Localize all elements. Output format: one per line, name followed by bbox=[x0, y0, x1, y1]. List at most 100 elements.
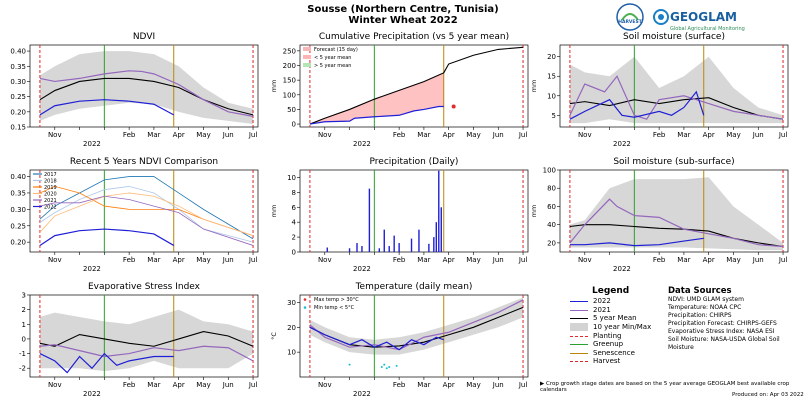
legend-marker bbox=[303, 306, 307, 309]
x-year-label: 2022 bbox=[613, 140, 631, 148]
minmax-band bbox=[39, 51, 254, 124]
y-tick-label: 10 bbox=[287, 349, 296, 357]
y-tick-label: 20 bbox=[547, 53, 556, 61]
legend-swatch bbox=[570, 323, 588, 332]
x-year-label: 2022 bbox=[353, 390, 371, 398]
harvest-logo: HARVEST bbox=[614, 2, 646, 34]
precip-bar bbox=[418, 229, 420, 252]
x-tick-label: May bbox=[196, 256, 210, 264]
y-tick-label: 0.20 bbox=[10, 239, 26, 247]
series-line-2021 bbox=[39, 344, 254, 362]
legend-label: < 5 year mean bbox=[314, 55, 351, 61]
series-line-5-year-mean bbox=[569, 224, 784, 248]
legend-label: 2021 bbox=[44, 198, 57, 204]
legend-item: Harvest bbox=[570, 357, 651, 366]
x-tick-label: Apr bbox=[173, 256, 185, 264]
legend-item: 10 year Min/Max bbox=[570, 323, 651, 332]
precip-bar bbox=[356, 243, 358, 252]
produced-date: Produced on: Apr 03 2022 bbox=[732, 392, 804, 398]
plot-area: 10 20 30 °C Nov Feb Mar Apr May Jun Jul 2022 Max tem… bbox=[270, 294, 529, 398]
plot-area: 5 10 15 20 mm Nov Feb Mar Apr May Jun Jul 2022 bbox=[530, 44, 789, 148]
series-line-2021 bbox=[309, 299, 524, 351]
precip-bar bbox=[378, 248, 381, 252]
y-tick-label: 0.20 bbox=[10, 108, 26, 116]
y-tick-label: 6 bbox=[292, 204, 297, 212]
series-line-2021 bbox=[39, 70, 254, 117]
legend-item: 2022 bbox=[570, 297, 651, 306]
x-tick-label: Jun bbox=[222, 381, 234, 389]
precip-bar bbox=[393, 235, 395, 252]
precip-bar bbox=[433, 237, 435, 252]
plot-area: 0.15 0.20 0.25 0.30 0.35 0.40 Nov Feb Mar Apr May J… bbox=[10, 44, 259, 148]
series-line-2022 bbox=[39, 352, 174, 374]
y-tick-label: 8 bbox=[292, 189, 296, 197]
x-tick-label: Nov bbox=[48, 131, 62, 139]
x-tick-label: Apr bbox=[173, 131, 185, 139]
y-tick-label: 0.40 bbox=[10, 173, 26, 181]
y-tick-label: 0.35 bbox=[10, 189, 26, 197]
chart-title: Recent 5 Years NDVI Comparison bbox=[69, 157, 219, 167]
legend-marker bbox=[303, 47, 311, 51]
legend-marker bbox=[303, 63, 311, 67]
precip-bar bbox=[326, 247, 328, 252]
chart-title: Soil moisture (surface) bbox=[623, 32, 725, 42]
y-tick-label: 200 bbox=[283, 62, 296, 70]
panel-soilsub: Soil moisture (sub-surface) 20 40 60 80 100 mm… bbox=[530, 157, 789, 273]
page-title-line1: Sousse (Northern Centre, Tunisia) bbox=[307, 4, 499, 15]
legend-label: 2020 bbox=[44, 192, 57, 198]
harvest-logo-text: HARVEST bbox=[618, 19, 643, 25]
x-tick-label: Nov bbox=[318, 381, 332, 389]
series-line-2022 bbox=[39, 99, 175, 116]
y-tick-label: 15 bbox=[547, 73, 556, 81]
y-tick-label: 0.30 bbox=[10, 206, 26, 214]
chart-title: Precipitation (Daily) bbox=[369, 157, 459, 167]
y-tick-label: 0.40 bbox=[10, 48, 26, 56]
legend-title: Legend bbox=[592, 286, 630, 296]
y-tick-label: 0.15 bbox=[10, 124, 26, 132]
footnote: ▶ Crop growth stage dates are based on t… bbox=[540, 381, 790, 393]
y-tick-label: 0.25 bbox=[10, 93, 26, 101]
x-tick-label: Jun bbox=[492, 381, 504, 389]
x-tick-label: Apr bbox=[703, 131, 715, 139]
chart-svg-ndvi: 0.15 0.20 0.25 0.30 0.35 0.40 Nov Feb Mar Apr May J… bbox=[10, 44, 259, 148]
forecast-point bbox=[451, 104, 456, 109]
x-tick-label: Mar bbox=[417, 256, 430, 264]
precip-bar bbox=[410, 238, 413, 252]
x-tick-label: Apr bbox=[443, 131, 455, 139]
y-tick-label: 0.30 bbox=[10, 78, 26, 86]
x-tick-label: Feb bbox=[393, 381, 406, 389]
min-temp-point bbox=[388, 366, 391, 369]
x-tick-label: May bbox=[466, 381, 480, 389]
panel-soilsurf: Soil moisture (surface) 5 10 15 20 mm Nov Feb Ma… bbox=[530, 32, 789, 148]
y-tick-label: 10 bbox=[547, 92, 556, 100]
chart-title: NDVI bbox=[132, 32, 156, 42]
chart-svg-cumprecip: 0 50 100 150 200 250 mm Nov Feb Mar Apr May Jun Jul 20… bbox=[270, 44, 529, 148]
chart-svg-temp: 10 20 30 °C Nov Feb Mar Apr May Jun Jul 2022 Max tem… bbox=[270, 294, 529, 398]
geoglam-logo-text: GEOGLAM bbox=[670, 10, 737, 24]
series-line-5-year-mean bbox=[39, 331, 254, 347]
x-tick-label: May bbox=[726, 256, 740, 264]
x-tick-label: Feb bbox=[393, 131, 406, 139]
y-tick-label: 80 bbox=[547, 185, 556, 193]
data-source-line: Precipitation: CHIRPS bbox=[668, 312, 732, 319]
x-tick-label: Jul bbox=[778, 256, 788, 264]
y-tick-label: 30 bbox=[287, 299, 296, 307]
y-tick-label: 20 bbox=[547, 239, 556, 247]
legend-label: Min temp < 5°C bbox=[314, 305, 355, 311]
y-tick-label: 0 bbox=[292, 121, 296, 129]
legend-label: Greenup bbox=[593, 340, 624, 349]
x-tick-label: Apr bbox=[443, 256, 455, 264]
legend-label: Harvest bbox=[593, 357, 621, 366]
legend-label: Forecast (15 day) bbox=[314, 47, 358, 53]
panel-temp: Temperature (daily mean) 10 20 30 °C Nov Feb Ma… bbox=[270, 282, 529, 398]
precip-bar bbox=[361, 246, 363, 252]
legend: Legend 2022 2021 5 year Mean 10 year Min/Ma… bbox=[570, 286, 651, 366]
panel-esi: Evaporative Stress Index -2 -1 0 1 2 3 Nov Feb Ma… bbox=[19, 282, 259, 398]
y-tick-label: 50 bbox=[287, 106, 296, 114]
series-line-2019 bbox=[39, 185, 254, 236]
plot-area: 0.20 0.25 0.30 0.35 0.40 Nov Feb Mar Apr May Jun Ju… bbox=[10, 169, 259, 273]
x-tick-label: Jun bbox=[492, 256, 504, 264]
x-tick-label: Mar bbox=[417, 381, 430, 389]
x-tick-label: Nov bbox=[48, 381, 62, 389]
min-temp-point bbox=[348, 363, 351, 366]
